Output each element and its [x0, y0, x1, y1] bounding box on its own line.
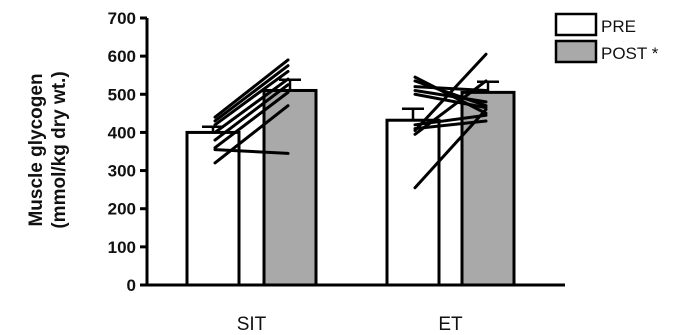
- y-axis-label-line2: (mmol/kg dry wt.): [49, 71, 70, 228]
- individual-line: [213, 77, 290, 134]
- bar-sit-post: [262, 88, 318, 287]
- y-axis-label-line1: Muscle glycogen: [26, 73, 47, 226]
- individual-line: [413, 108, 488, 190]
- individual-line: [213, 69, 290, 127]
- legend-swatch-pre: [554, 12, 598, 37]
- individual-line: [213, 64, 290, 123]
- legend-swatch-post: [554, 39, 598, 64]
- individual-line: [413, 92, 488, 110]
- individual-line: [413, 88, 488, 104]
- x-category-label: SIT: [237, 314, 267, 335]
- y-tick-label: 700: [108, 9, 136, 28]
- y-tick-label: 600: [108, 47, 136, 66]
- individual-line: [213, 148, 290, 155]
- individual-line: [413, 79, 488, 136]
- legend-label-post: POST *: [601, 44, 659, 63]
- legend-label-pre: PRE: [601, 17, 636, 36]
- y-tick-label: 100: [108, 238, 136, 257]
- individual-line: [213, 90, 290, 150]
- legend: PRE POST *: [554, 12, 659, 64]
- bar-et-pre: [385, 118, 441, 287]
- bars: SIT ET: [185, 88, 516, 335]
- individual-line: [213, 83, 290, 142]
- individual-line: [213, 104, 290, 165]
- y-tick-label: 500: [108, 85, 136, 104]
- y-axis-label: Muscle glycogen (mmol/kg dry wt.): [26, 71, 70, 228]
- y-tick-label: 400: [108, 123, 136, 142]
- y-tick-label: 0: [127, 276, 136, 295]
- individual-line: [413, 113, 488, 127]
- individual-line: [213, 58, 290, 119]
- error-bars: [202, 78, 499, 133]
- y-tick-label: 300: [108, 162, 136, 181]
- x-category-label: ET: [438, 314, 463, 335]
- bar-sit-pre: [185, 130, 241, 287]
- individual-line: [413, 52, 488, 133]
- individual-lines: [213, 52, 488, 190]
- y-tick-label: 200: [108, 200, 136, 219]
